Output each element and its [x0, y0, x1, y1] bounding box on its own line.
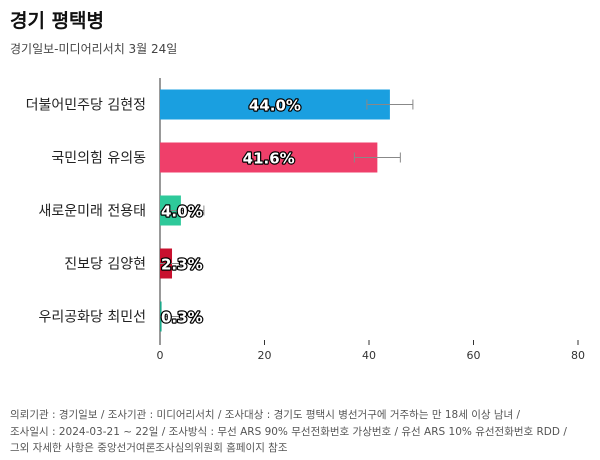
x-tick-label: 80 [571, 349, 585, 362]
x-tick-label: 60 [467, 349, 481, 362]
x-tick-label: 20 [258, 349, 272, 362]
footnote-line-1: 의뢰기관 : 경기일보 / 조사기관 : 미디어리서치 / 조사대상 : 경기도… [10, 409, 521, 421]
bar-chart: 더불어민주당 김현정 44.0% 국민의힘 유의동 41.6% 새로운미래 전용태 4.0… [26, 78, 585, 362]
value-label: 0.3% [161, 309, 203, 327]
category-label: 진보당 김양현 [64, 257, 146, 273]
footnote-line-2: 조사일시 : 2024-03-21 ~ 22일 / 조사방식 : 무선 ARS … [10, 425, 567, 438]
survey-footnote: 의뢰기관 : 경기일보 / 조사기관 : 미디어리서치 / 조사대상 : 경기도… [10, 407, 595, 457]
bar [160, 142, 378, 173]
bar [160, 89, 390, 120]
chart-subtitle: 경기일보-미디어리서치 3월 24일 [10, 42, 178, 56]
category-label: 새로운미래 전용태 [39, 204, 147, 220]
value-label: 4.0% [161, 203, 203, 221]
x-tick-label: 40 [362, 349, 376, 362]
category-label: 우리공화당 최민선 [39, 310, 147, 326]
value-label: 41.6% [243, 150, 295, 168]
value-label: 2.3% [161, 256, 203, 274]
x-tick-label: 0 [157, 349, 164, 362]
footnote-line-3: 그외 자세한 사항은 중앙선거여론조사심의위원회 홈페이지 참조 [10, 442, 288, 454]
category-label: 더불어민주당 김현정 [26, 98, 146, 114]
category-label: 국민의힘 유의동 [51, 151, 146, 167]
chart-title: 경기 평택병 [10, 10, 105, 32]
value-label: 44.0% [249, 97, 301, 115]
